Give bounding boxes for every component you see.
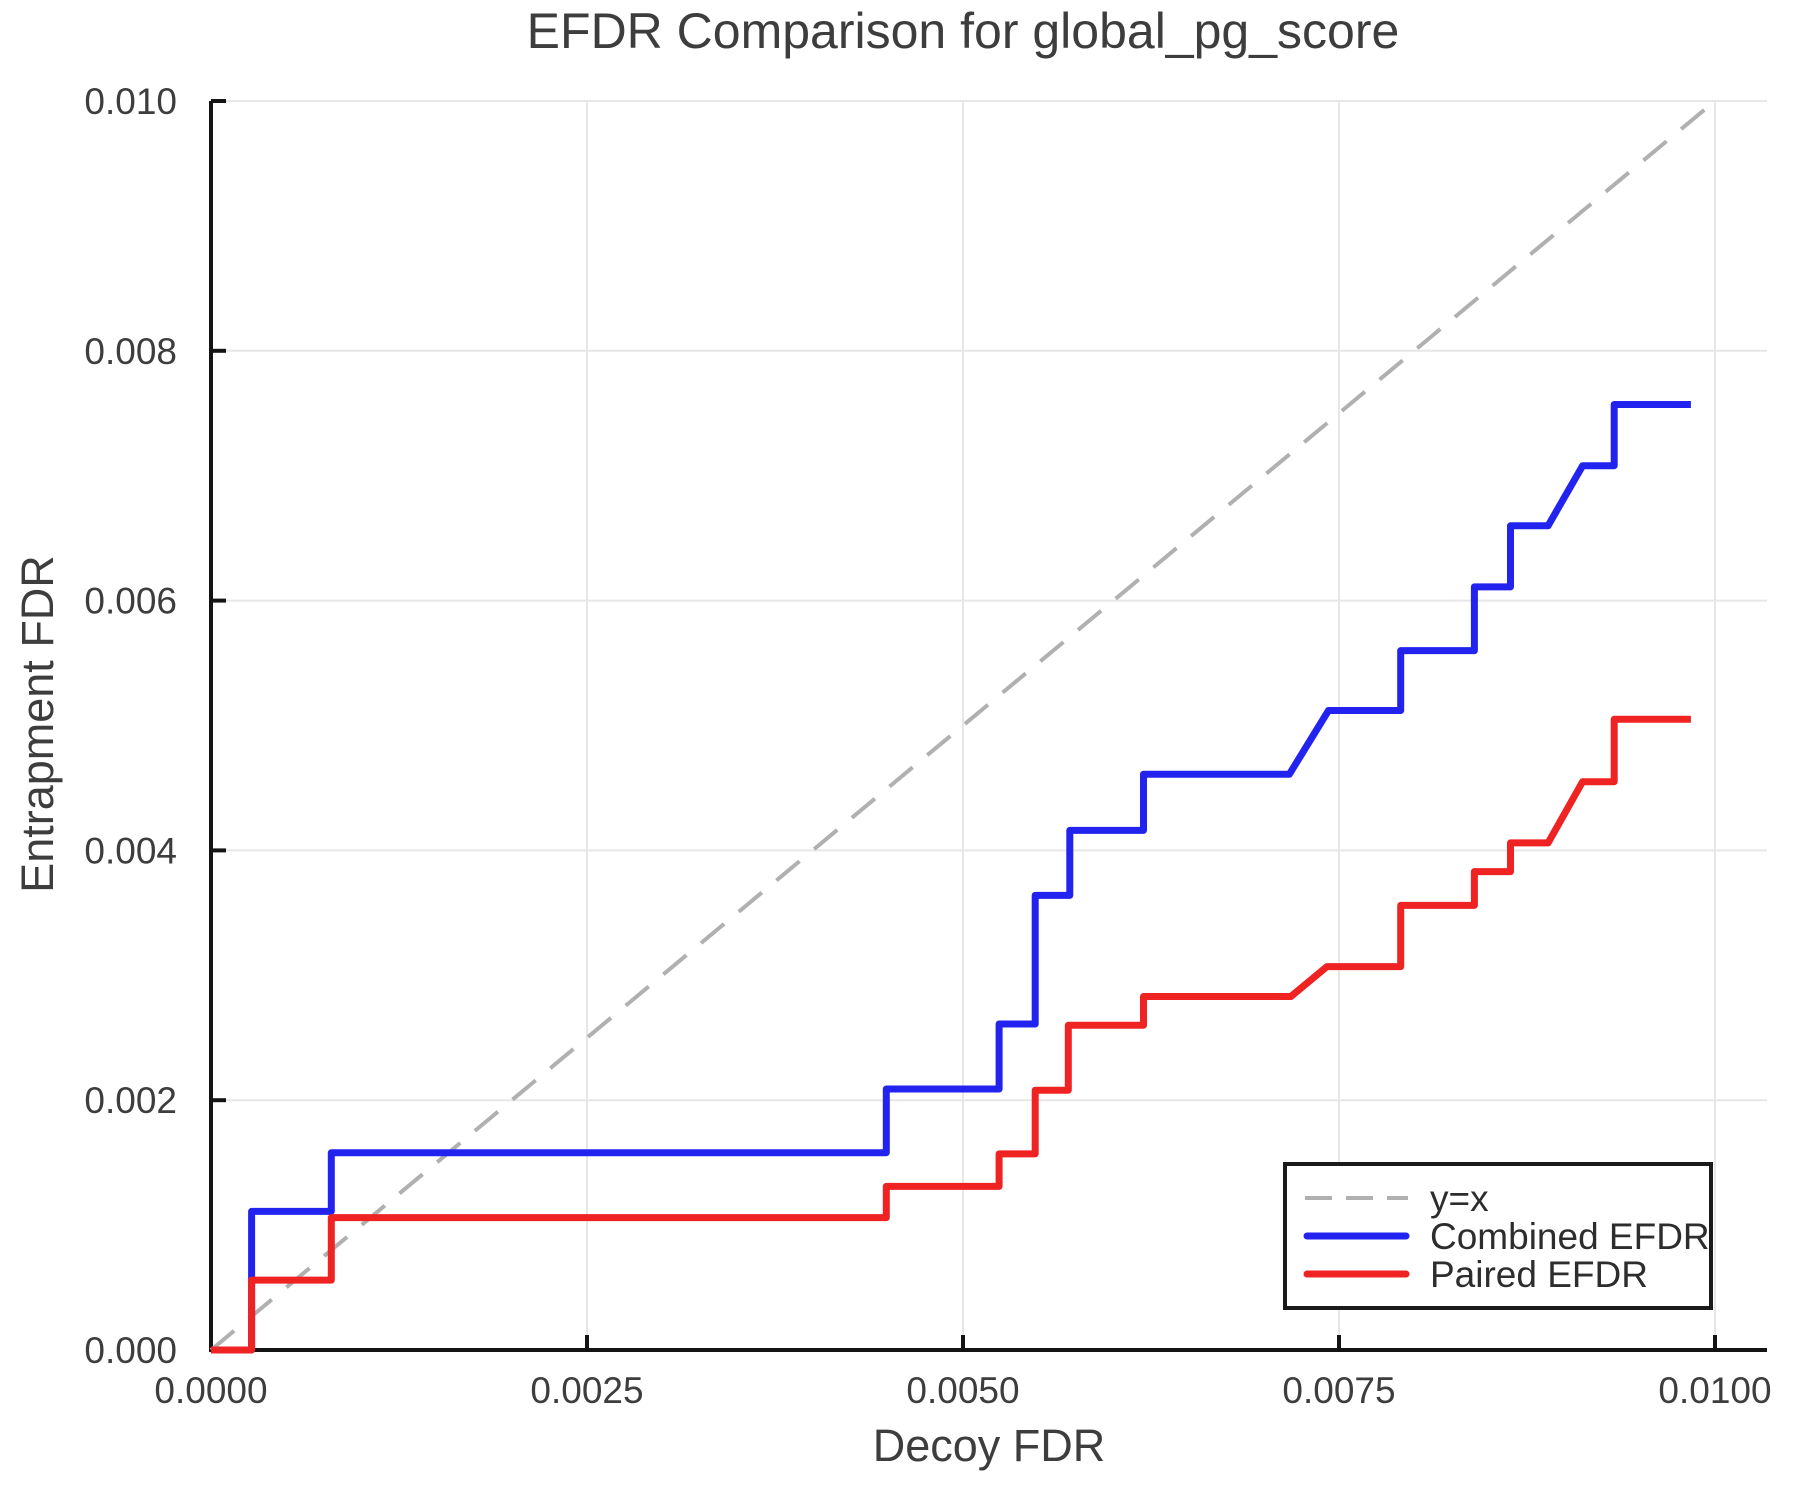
x-tick-label: 0.0050: [906, 1370, 1019, 1411]
chart-title: EFDR Comparison for global_pg_score: [526, 3, 1400, 59]
y-tick-label: 0.010: [84, 81, 177, 122]
y-tick-label: 0.008: [84, 331, 177, 372]
legend-label-identity: y=x: [1430, 1177, 1489, 1219]
y-tick-label: 0.000: [84, 1330, 177, 1371]
paired-efdr-line-sample: [1303, 1270, 1410, 1278]
x-tick-label: 0.0100: [1658, 1370, 1771, 1411]
x-tick-label: 0.0000: [154, 1370, 267, 1411]
legend-label-paired: Paired EFDR: [1430, 1253, 1648, 1295]
legend: y=x Combined EFDR Paired EFDR: [1283, 1162, 1713, 1310]
legend-item-identity: y=x: [1287, 1179, 1709, 1217]
legend-label-combined: Combined EFDR: [1430, 1215, 1710, 1257]
x-tick-label: 0.0075: [1282, 1370, 1395, 1411]
x-axis-label: Decoy FDR: [872, 1420, 1106, 1471]
combined-line: [211, 401, 1691, 1354]
combined-efdr-line-sample: [1303, 1232, 1410, 1240]
identity-line-sample: [1305, 1196, 1408, 1200]
legend-item-combined: Combined EFDR: [1287, 1215, 1710, 1257]
y-tick-label: 0.002: [84, 1080, 177, 1121]
x-tick-label: 0.0025: [530, 1370, 643, 1411]
y-tick-label: 0.006: [84, 581, 177, 622]
legend-item-paired: Paired EFDR: [1287, 1255, 1709, 1293]
paired-line: [211, 715, 1691, 1354]
identity-line: [209, 99, 1717, 1352]
y-axis-label: Entrapment FDR: [12, 555, 63, 893]
y-tick-label: 0.004: [84, 830, 177, 871]
